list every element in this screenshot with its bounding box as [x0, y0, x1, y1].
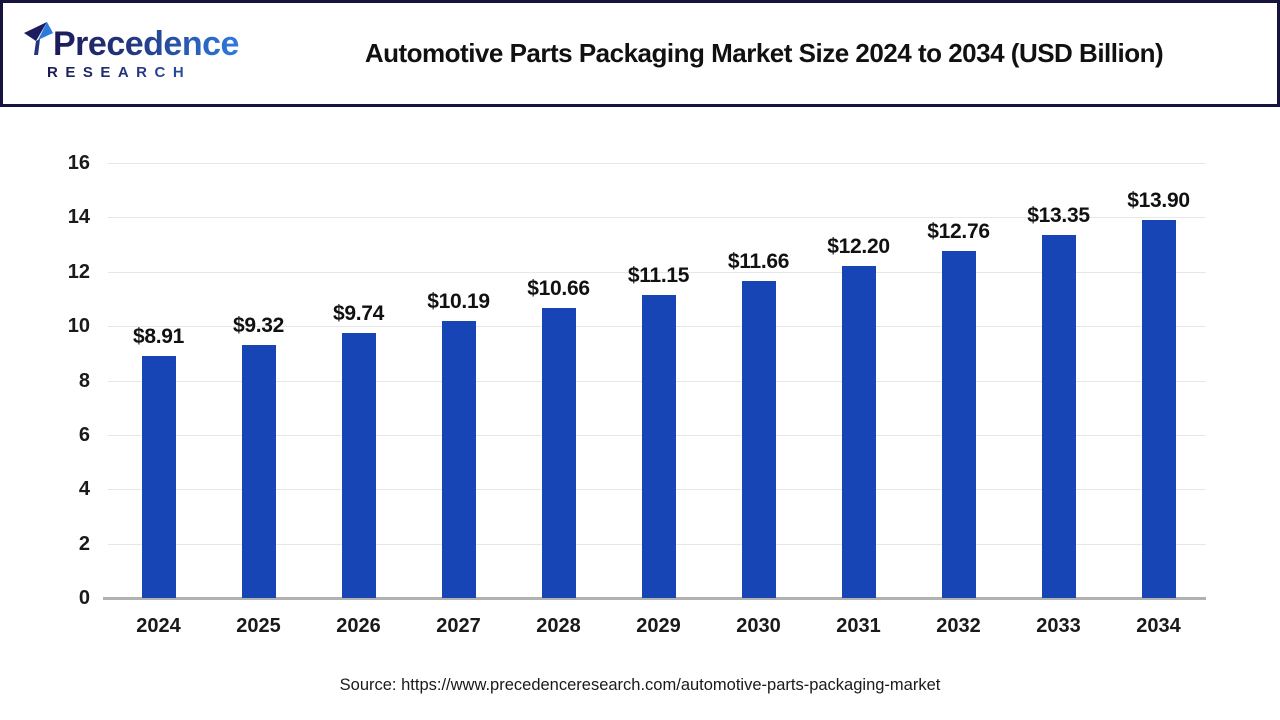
bar-value-label: $10.19: [427, 289, 490, 313]
y-axis: 0 2 4 6 8 10 12 14 16: [0, 152, 90, 609]
bar-2024: [141, 355, 176, 598]
bar-value-label: $11.66: [727, 250, 790, 273]
x-tick-label: 2033: [1036, 615, 1081, 637]
bar-chart: 0 2 4 6 8 10 12 14 16 $8.91 $9.32 $9.74 $10.19 $10.6…: [0, 107, 1280, 667]
x-tick-label: 2029: [636, 615, 681, 637]
title-container: Automotive Parts Packaging Market Size 2…: [265, 38, 1277, 69]
x-tick-label: 2026: [336, 615, 381, 637]
y-tick-label: 6: [78, 423, 90, 446]
precedence-research-logo: Precedence RESEARCH: [3, 22, 265, 80]
bar-2029: [641, 294, 676, 598]
bar-2027: [441, 320, 476, 598]
bar-value-label: $12.20: [827, 235, 890, 259]
y-tick-label: 4: [78, 478, 90, 501]
bar-value-label: $13.90: [1127, 189, 1190, 213]
bar-value-label: $9.74: [332, 302, 385, 326]
y-tick-label: 0: [78, 587, 90, 609]
source-text: Source: https://www.precedenceresearch.c…: [339, 676, 941, 694]
x-axis: 2024 2025 2026 2027 2028 2029 2030 2031 2032 2033…: [108, 615, 1206, 645]
bar-2031: [841, 266, 876, 598]
bar-value-label: $9.32: [232, 313, 285, 337]
y-tick-label: 2: [78, 532, 90, 555]
header-banner: Precedence RESEARCH Automotive Parts Pac…: [0, 0, 1280, 107]
y-tick-label: 8: [78, 369, 90, 392]
x-tick-label: 2028: [536, 615, 581, 637]
footer: Source: https://www.precedenceresearch.c…: [0, 676, 1280, 695]
y-tick-label: 16: [67, 152, 90, 174]
y-tick-label: 10: [67, 315, 90, 338]
chart-title: Automotive Parts Packaging Market Size 2…: [364, 38, 1164, 68]
x-tick-label: 2032: [936, 615, 981, 637]
bar-2026: [341, 333, 376, 598]
plot-area: $8.91 $9.32 $9.74 $10.19 $10.66 $11.15 $11.66 $…: [103, 163, 1206, 600]
x-tick-label: 2025: [236, 615, 281, 637]
bar-value-label: $11.15: [627, 263, 690, 287]
bar-2033: [1041, 235, 1076, 598]
x-tick-label: 2030: [736, 615, 781, 637]
logo-wordmark: Precedence: [53, 25, 239, 63]
x-tick-label: 2027: [436, 615, 481, 637]
gridline: [108, 163, 1206, 164]
x-tick-label: 2024: [136, 615, 181, 637]
y-tick-label: 12: [67, 260, 90, 283]
logo-row: Precedence: [23, 22, 265, 63]
x-tick-label: 2034: [1136, 615, 1181, 637]
gridline: [108, 217, 1206, 219]
logo-subtitle: RESEARCH: [47, 65, 265, 80]
gridline: [108, 271, 1206, 273]
bar-value-label: $10.66: [527, 277, 590, 301]
bar-2025: [241, 344, 276, 598]
paper-plane-logo-icon: [24, 22, 53, 55]
x-tick-label: 2031: [836, 615, 881, 637]
bar-value-label: $8.91: [132, 324, 185, 348]
bar-2028: [541, 308, 576, 598]
bar-value-label: $12.76: [927, 220, 990, 244]
y-tick-label: 14: [67, 206, 90, 229]
bar-2032: [941, 251, 976, 598]
bar-2034: [1141, 220, 1176, 598]
x-axis-line: [103, 597, 1206, 600]
bar-value-label: $13.35: [1027, 204, 1090, 228]
bar-2030: [741, 281, 776, 598]
